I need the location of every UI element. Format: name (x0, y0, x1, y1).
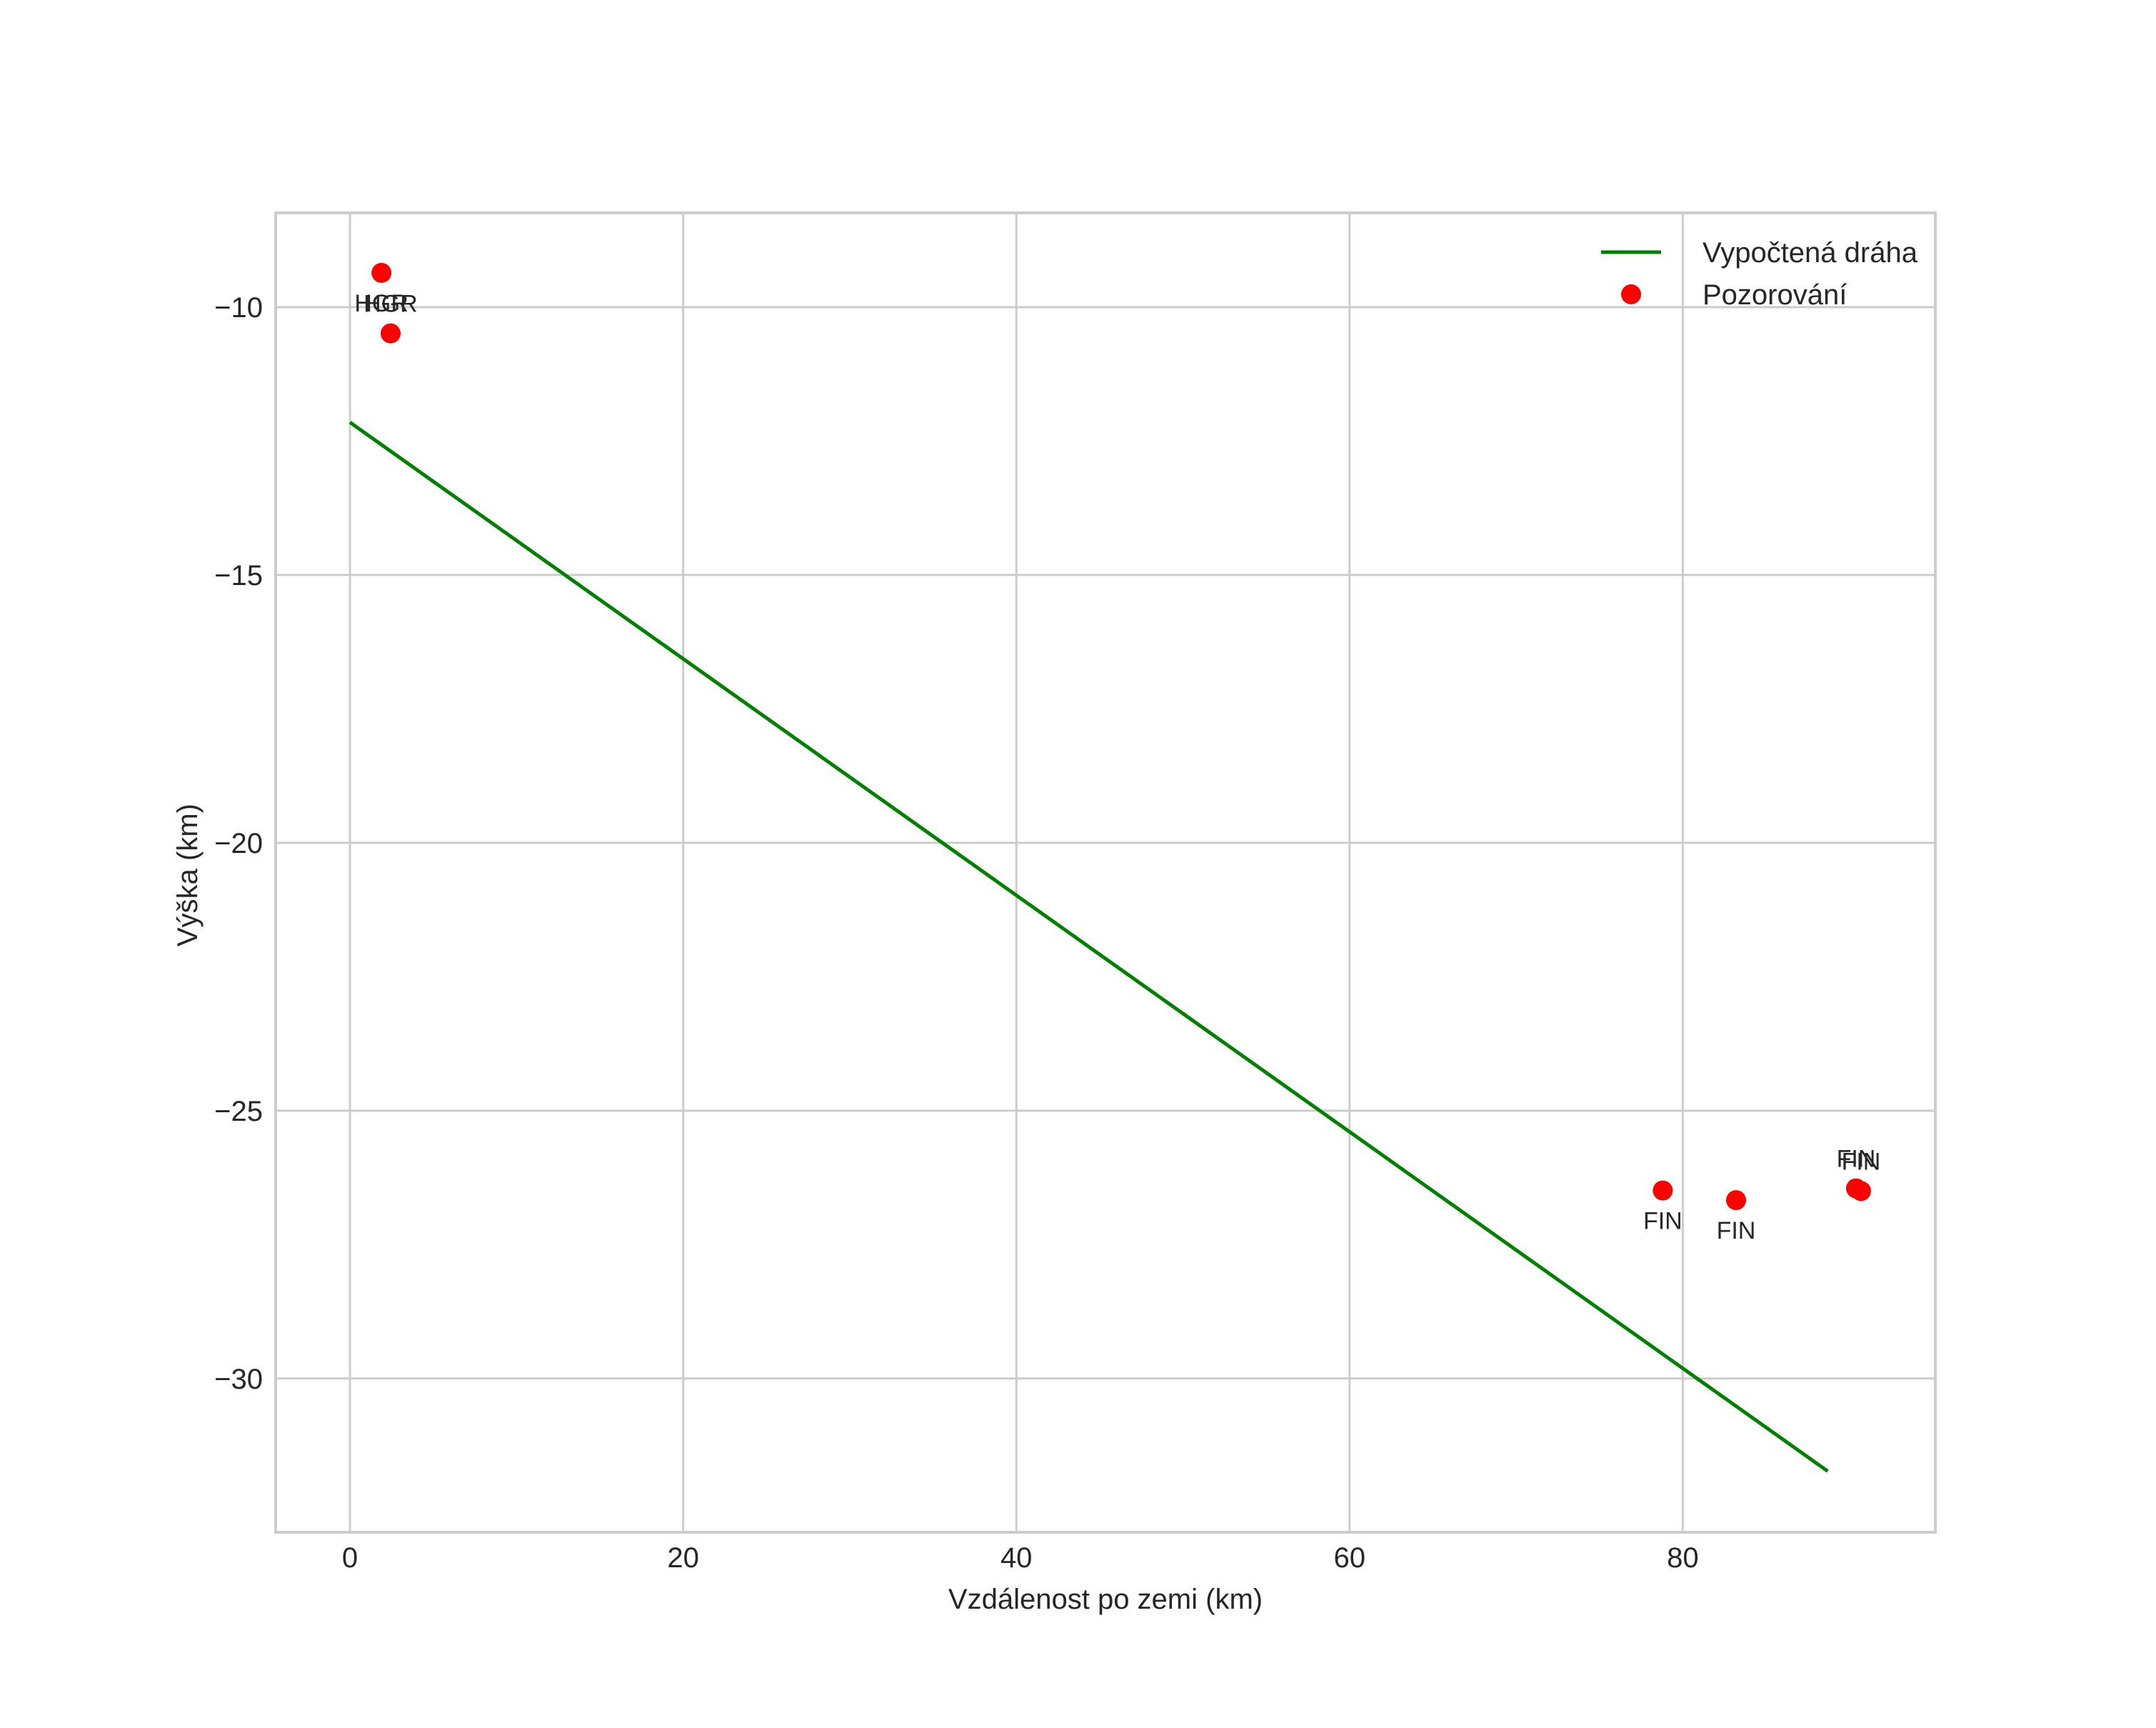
legend-dot-swatch (1621, 284, 1641, 304)
observation-point (380, 323, 401, 344)
axes-frame (274, 211, 1937, 1534)
y-axis-label: Výška (km) (172, 804, 204, 947)
point-label: FIN (1717, 1217, 1756, 1244)
observation-point (1725, 1190, 1746, 1211)
legend: Vypočtená dráha Pozorování (1601, 237, 1918, 311)
x-tick-label: 20 (667, 1542, 699, 1574)
plot-area (276, 213, 1935, 1532)
observation-point (1850, 1181, 1871, 1202)
observation-points (371, 262, 1871, 1211)
legend-label: Vypočtená dráha (1703, 237, 1918, 269)
x-tick-label: 60 (1334, 1542, 1366, 1574)
x-axis-ticks: 0 20 40 60 80 (342, 1542, 1699, 1574)
point-label: HGR (354, 290, 408, 317)
y-tick-label: −10 (214, 292, 263, 324)
legend-label: Pozorování (1703, 279, 1847, 311)
y-axis-ticks: −10 −15 −20 −25 −30 (214, 292, 263, 1395)
grid (276, 213, 1935, 1532)
plot-background (276, 213, 1935, 1532)
axes-border (274, 211, 1937, 1534)
y-tick-label: −30 (214, 1364, 263, 1395)
y-tick-label: −15 (214, 560, 263, 591)
trajectory-line (349, 421, 1829, 1473)
point-label: FIN (1837, 1146, 1876, 1173)
x-axis-label: Vzdálenost po zemi (km) (948, 1584, 1263, 1615)
y-tick-label: −25 (214, 1096, 263, 1127)
y-tick-label: −20 (214, 828, 263, 859)
x-tick-label: 0 (342, 1542, 358, 1574)
computed-trajectory-line (349, 421, 1829, 1473)
x-tick-label: 80 (1667, 1542, 1699, 1574)
point-label: FIN (1643, 1208, 1683, 1235)
observation-point (371, 262, 392, 283)
x-tick-label: 40 (1001, 1542, 1033, 1574)
observation-point (1653, 1180, 1673, 1201)
point-label: FIN (1842, 1148, 1881, 1175)
point-label: HGR (363, 291, 418, 318)
